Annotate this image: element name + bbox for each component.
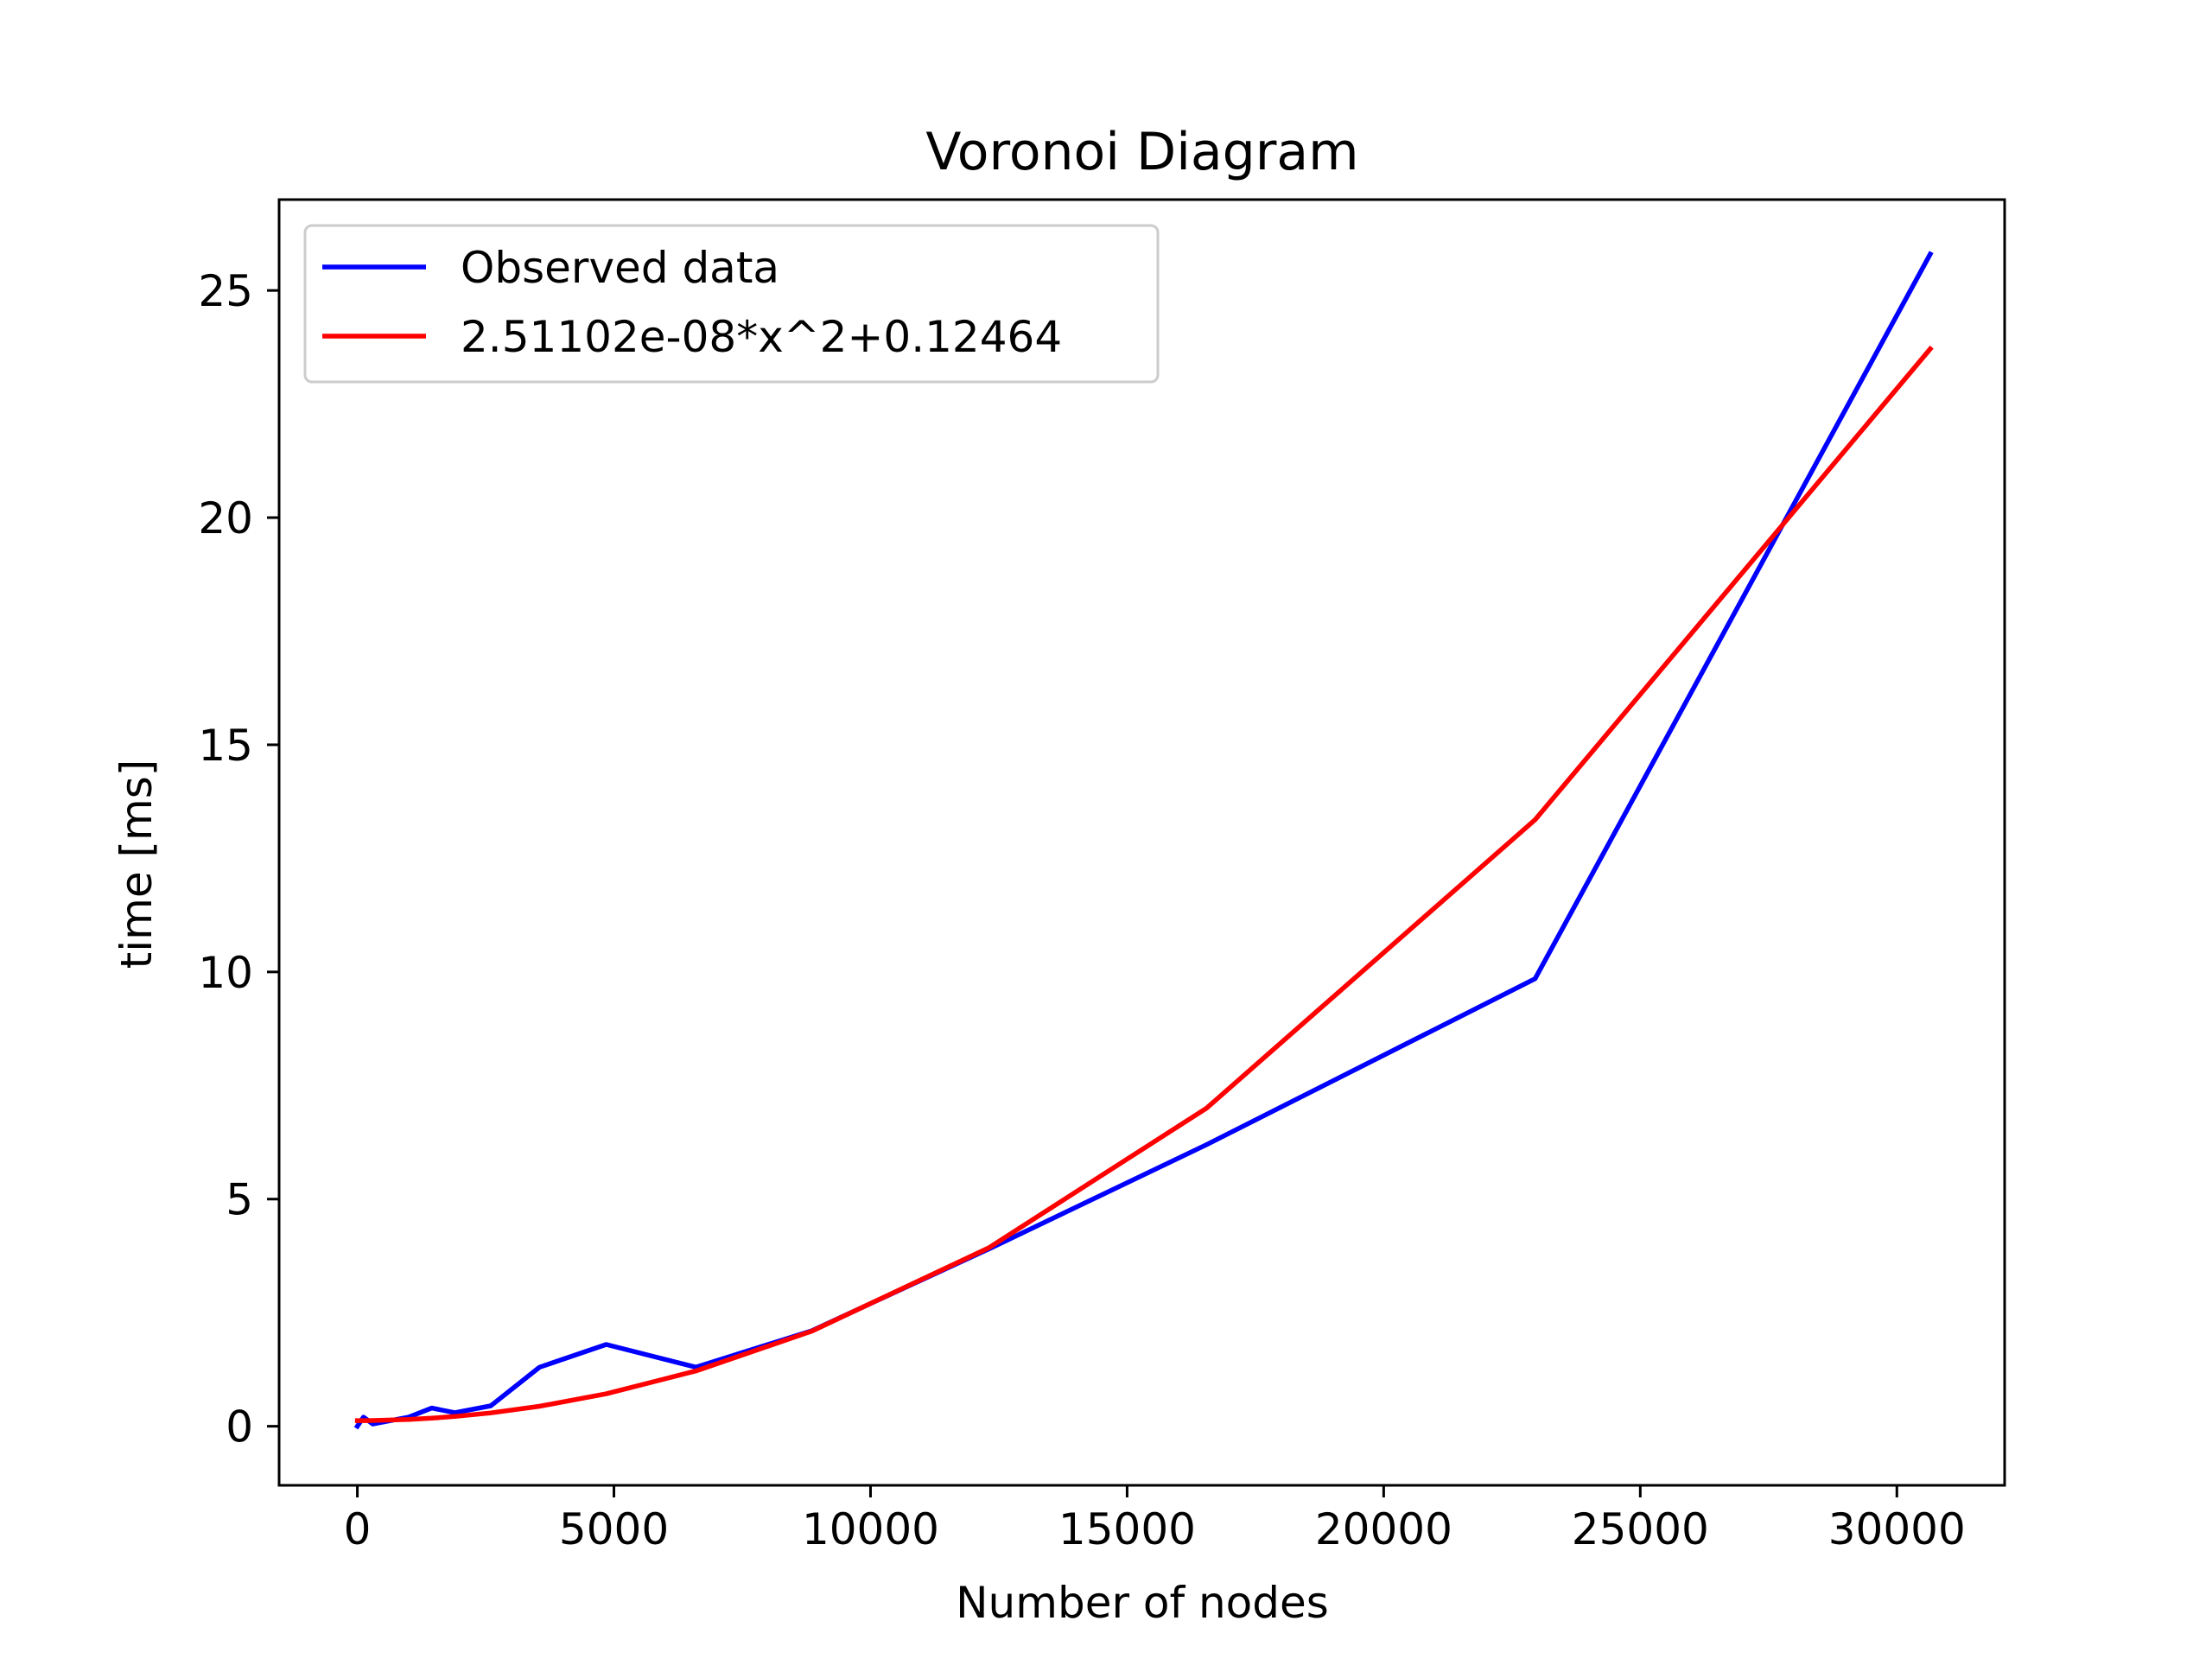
x-tick-label: 0 bbox=[344, 1504, 372, 1554]
plot-frame bbox=[277, 198, 2006, 1487]
y-tick-label: 5 bbox=[226, 1175, 253, 1225]
y-tick-label: 25 bbox=[198, 266, 253, 316]
x-tick-label: 5000 bbox=[559, 1504, 669, 1554]
y-tick-label: 10 bbox=[198, 948, 253, 998]
legend-box bbox=[303, 224, 1160, 384]
x-axis-title: Number of nodes bbox=[956, 1578, 1329, 1628]
series-line-2 bbox=[354, 345, 1934, 1423]
x-tick-label: 25000 bbox=[1572, 1504, 1709, 1554]
chart-title: Voronoi Diagram bbox=[925, 122, 1358, 182]
series-line-1 bbox=[353, 251, 1934, 1430]
y-tick-label: 15 bbox=[198, 721, 253, 771]
x-tick-label: 15000 bbox=[1058, 1504, 1196, 1554]
y-tick-label: 0 bbox=[226, 1402, 253, 1452]
y-axis-title: time [ms] bbox=[111, 760, 162, 969]
x-tick-label: 30000 bbox=[1828, 1504, 1966, 1554]
legend-label-2: 2.51102e-08*x^2+0.12464 bbox=[461, 312, 1062, 362]
x-tick-label: 20000 bbox=[1315, 1504, 1452, 1554]
y-tick-label: 20 bbox=[198, 493, 253, 543]
x-tick-label: 10000 bbox=[802, 1504, 939, 1554]
legend-label-1: Observed data bbox=[461, 243, 779, 293]
